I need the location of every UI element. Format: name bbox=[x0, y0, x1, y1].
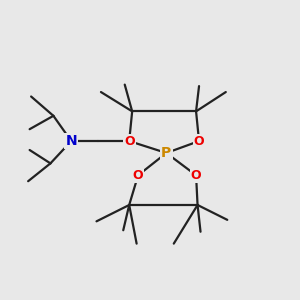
Text: O: O bbox=[124, 135, 134, 148]
Text: P: P bbox=[161, 146, 172, 160]
Text: O: O bbox=[194, 135, 204, 148]
Text: O: O bbox=[191, 169, 201, 182]
Text: N: N bbox=[65, 134, 77, 148]
Text: O: O bbox=[133, 169, 143, 182]
